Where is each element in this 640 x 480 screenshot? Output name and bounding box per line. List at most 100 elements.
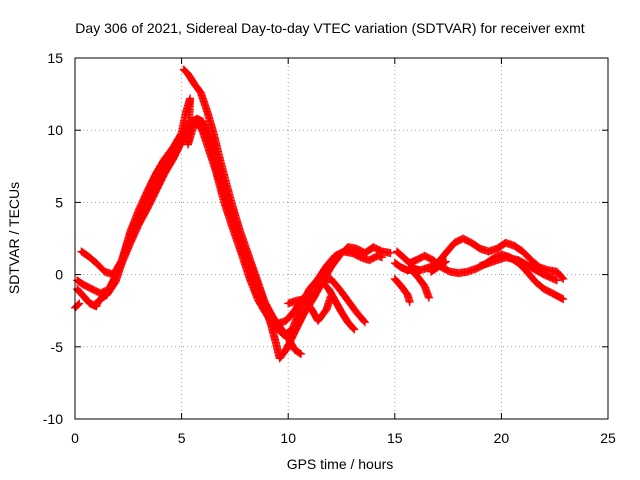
y-tick-label: 15	[47, 50, 63, 66]
data-point	[205, 110, 209, 113]
data-point	[376, 254, 380, 258]
data-point	[478, 247, 482, 251]
data-point	[346, 320, 350, 324]
data-point	[406, 293, 409, 297]
data-point	[337, 287, 341, 291]
x-tick-label: 5	[178, 430, 186, 446]
data-point	[286, 302, 290, 305]
data-point	[295, 299, 299, 302]
plot-frame	[74, 57, 609, 420]
data-point	[180, 140, 184, 144]
data-point	[529, 258, 533, 262]
data-point	[254, 276, 258, 279]
data-point	[286, 336, 290, 340]
data-point	[86, 254, 90, 258]
data-point	[546, 268, 550, 272]
series-track	[71, 299, 84, 312]
axis-ticks: 0 5 10 15 20 25 -10 -5 0 5 10 15	[43, 50, 616, 446]
data-point	[137, 208, 141, 212]
data-point	[444, 260, 448, 264]
data-point	[333, 299, 337, 302]
x-tick-label: 15	[387, 430, 403, 446]
series-markers	[179, 65, 305, 359]
data-point	[461, 237, 465, 240]
data-point	[457, 271, 461, 275]
series-markers	[71, 299, 84, 312]
data-point	[94, 304, 98, 308]
data-point	[284, 348, 288, 352]
data-point	[517, 258, 520, 262]
series-track	[407, 266, 433, 302]
data-point	[512, 244, 516, 248]
data-point	[487, 250, 491, 253]
data-point	[231, 205, 235, 209]
data-point	[325, 264, 328, 268]
data-point	[171, 157, 175, 161]
data-point	[75, 278, 79, 282]
data-point	[427, 265, 431, 269]
data-point	[246, 251, 250, 255]
data-point	[218, 157, 222, 161]
data-point	[293, 330, 296, 334]
data-point	[188, 97, 192, 100]
y-axis-label: SDTVAR / TECUs	[6, 182, 22, 294]
data-point	[355, 247, 358, 251]
x-axis-label: GPS time / hours	[287, 456, 394, 472]
data-point	[389, 251, 392, 255]
data-point	[395, 250, 399, 253]
data-point	[186, 72, 190, 76]
data-point	[329, 265, 333, 269]
series-track	[179, 65, 305, 359]
data-point	[423, 284, 427, 288]
data-point	[478, 264, 482, 268]
data-point	[263, 300, 267, 304]
data-point	[163, 157, 166, 161]
data-point	[408, 261, 412, 265]
data-point	[129, 241, 132, 245]
data-point	[408, 300, 412, 304]
series-track	[427, 257, 450, 276]
data-point	[542, 287, 546, 291]
data-point	[410, 268, 414, 272]
data-point	[448, 270, 452, 274]
data-point	[224, 182, 228, 186]
data-point	[146, 206, 149, 210]
data-point	[380, 255, 384, 259]
data-point	[105, 293, 109, 297]
data-point	[380, 250, 384, 253]
y-tick-label: -5	[51, 339, 64, 355]
data-point	[555, 278, 559, 282]
x-tick-label: 20	[494, 430, 510, 446]
chart-title: Day 306 of 2021, Sidereal Day-to-day VTE…	[75, 20, 584, 36]
data-series	[71, 65, 568, 363]
y-tick-label: 10	[47, 122, 63, 138]
data-point	[367, 258, 371, 262]
data-point	[340, 310, 343, 314]
data-point	[555, 270, 559, 274]
data-point	[284, 319, 288, 323]
data-point	[406, 268, 409, 272]
data-point	[163, 172, 166, 175]
data-point	[551, 291, 554, 295]
data-point	[316, 319, 320, 323]
data-point	[299, 352, 303, 356]
data-point	[363, 251, 367, 255]
data-point	[90, 287, 94, 291]
data-point	[427, 296, 431, 300]
data-point	[465, 270, 469, 274]
data-point	[195, 117, 198, 121]
data-point	[82, 294, 85, 298]
data-point	[525, 270, 529, 274]
data-point	[271, 316, 275, 320]
data-point	[103, 270, 107, 274]
data-point	[171, 146, 175, 149]
data-point	[75, 287, 79, 291]
data-point	[237, 226, 241, 230]
data-point	[474, 267, 478, 271]
data-point	[329, 277, 333, 281]
data-point	[542, 273, 546, 276]
data-point	[529, 265, 533, 269]
data-point	[318, 278, 322, 282]
data-point	[393, 261, 397, 265]
